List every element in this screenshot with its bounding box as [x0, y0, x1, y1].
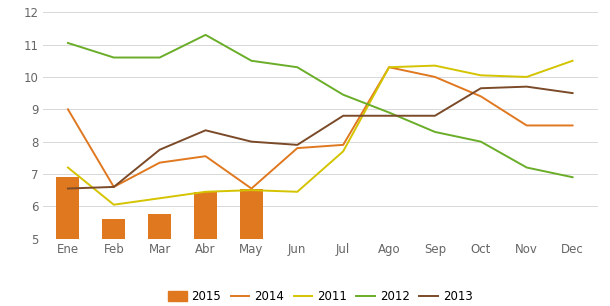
Bar	[240, 188, 263, 306]
Bar	[57, 177, 79, 306]
Bar	[148, 215, 171, 306]
Legend: 2015, 2014, 2011, 2012, 2013: 2015, 2014, 2011, 2012, 2013	[163, 285, 478, 306]
Bar	[102, 219, 125, 306]
Bar	[194, 192, 217, 306]
